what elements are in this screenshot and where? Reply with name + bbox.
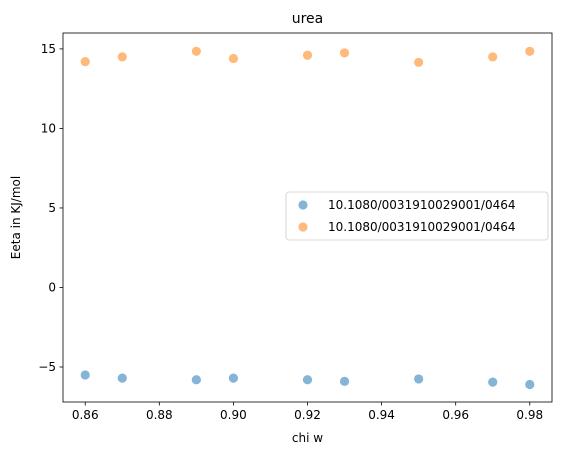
data-point-series-1 [117, 373, 127, 383]
y-tick-label: −5 [38, 360, 56, 374]
data-point-series-2 [414, 57, 424, 68]
y-tick-label: 15 [41, 42, 56, 56]
legend-marker-series-2 [298, 222, 308, 232]
x-tick-label: 0.96 [442, 408, 469, 422]
y-tick-label: 10 [41, 121, 56, 135]
legend: 10.1080/0031910029001/0464 10.1080/003191… [285, 191, 549, 241]
x-axis: 0.86 0.88 0.90 0.92 0.94 0.96 0.98 [72, 402, 543, 422]
x-axis-label: chi w [292, 431, 323, 445]
data-point-series-2 [302, 50, 313, 60]
data-point-series-1 [414, 374, 424, 384]
legend-marker-series-1 [298, 200, 308, 210]
x-tick-label: 0.94 [368, 408, 395, 422]
data-point-series-1 [302, 375, 313, 385]
data-points [80, 46, 535, 390]
data-point-series-1 [191, 375, 201, 385]
y-axis-label: Eeta in KJ/mol [9, 176, 23, 259]
x-tick-label: 0.92 [294, 408, 321, 422]
data-point-series-1 [488, 377, 498, 387]
legend-box [285, 191, 549, 241]
y-tick-label: 0 [48, 280, 56, 294]
data-point-series-2 [117, 52, 127, 62]
data-point-series-1 [80, 370, 90, 380]
x-tick-label: 0.86 [72, 408, 99, 422]
data-point-series-1 [339, 376, 350, 386]
x-tick-label: 0.90 [220, 408, 247, 422]
chart-title: urea [292, 11, 324, 27]
data-point-series-1 [228, 373, 239, 383]
data-point-series-2 [339, 48, 350, 58]
legend-label-series-1: 10.1080/0031910029001/0464 [328, 198, 516, 212]
data-point-series-2 [525, 46, 535, 56]
data-point-series-2 [228, 53, 239, 64]
data-point-series-1 [525, 379, 535, 390]
x-tick-label: 0.98 [516, 408, 543, 422]
y-axis: −5 0 5 10 15 [38, 42, 63, 374]
data-point-series-2 [191, 46, 201, 56]
x-tick-label: 0.88 [146, 408, 173, 422]
y-tick-label: 5 [48, 201, 56, 215]
data-point-series-2 [488, 52, 498, 62]
legend-label-series-2: 10.1080/0031910029001/0464 [328, 220, 516, 234]
data-point-series-2 [80, 57, 90, 67]
